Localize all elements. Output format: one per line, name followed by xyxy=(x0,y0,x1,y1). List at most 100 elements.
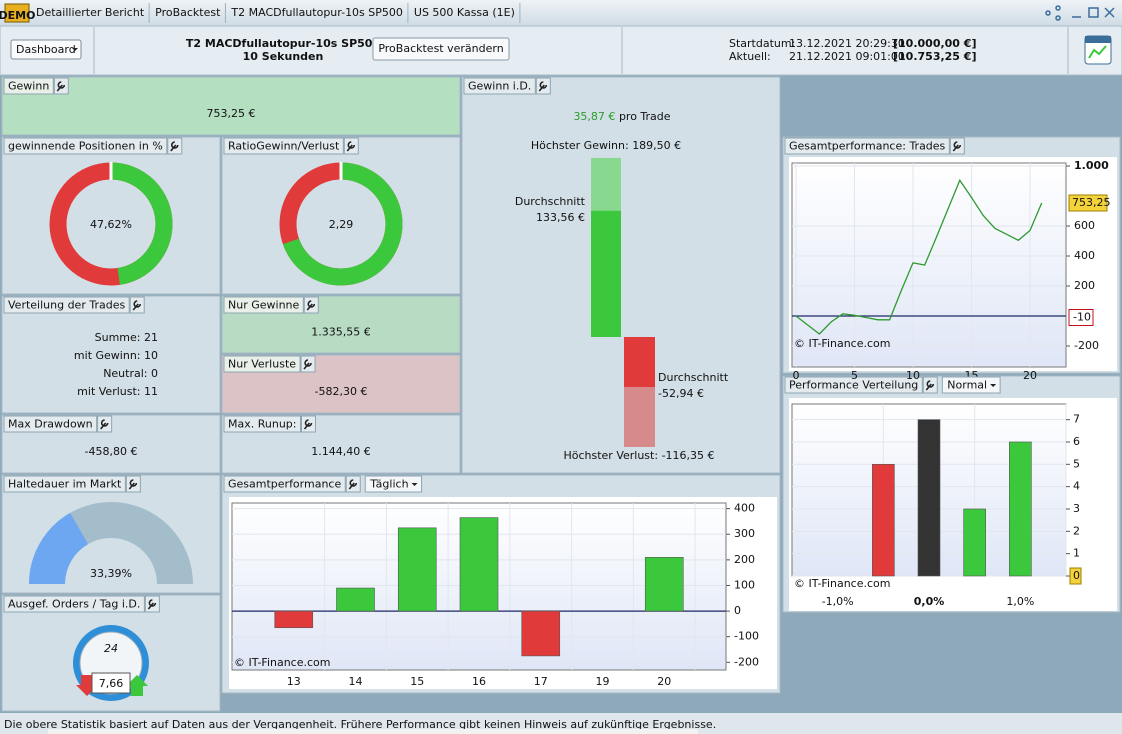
panel-value: -458,80 € xyxy=(85,445,138,458)
panel-title: Gesamtperformance: Trades xyxy=(789,140,946,153)
y-tick-label: 300 xyxy=(734,527,755,540)
x-tick-label: -1,0% xyxy=(822,595,854,608)
y-tick-label: 1 xyxy=(1073,547,1080,560)
panel-header xyxy=(223,475,346,493)
current-date: 21.12.2021 09:01:00 xyxy=(789,50,905,63)
bar-label-text: Höchster Gewinn: xyxy=(531,139,629,152)
wrench-icon xyxy=(348,479,358,490)
x-tick-label: 0 xyxy=(792,369,799,382)
bar-label: -52,94 € xyxy=(658,387,704,400)
y-tick-label: 2 xyxy=(1073,524,1080,537)
panel-header xyxy=(3,77,54,95)
tab[interactable]: Detaillierter Bericht xyxy=(36,6,145,19)
y-tick-label: 200 xyxy=(734,553,755,566)
y-tick-label: 0 xyxy=(734,604,741,617)
timeframe: 10 Sekunden xyxy=(243,50,324,63)
panel-title: Gewinn xyxy=(8,80,49,93)
panel-title: Gewinn i.D. xyxy=(468,80,531,93)
x-tick-label: 20 xyxy=(1023,369,1037,382)
y-tick-label: -100 xyxy=(734,630,759,643)
x-tick-label: 16 xyxy=(472,675,486,688)
y-tick-label: -200 xyxy=(1074,339,1099,352)
wrench-icon xyxy=(303,419,313,430)
bar-label: Höchster Verlust: -116,35 € xyxy=(563,449,714,462)
donut-label: 2,29 xyxy=(329,218,354,231)
y-tick-label: 400 xyxy=(1074,249,1095,262)
equity-line xyxy=(795,178,1043,335)
zero-box xyxy=(1069,567,1082,585)
base-value-box xyxy=(1068,309,1094,326)
last-value-box xyxy=(1068,194,1108,212)
bar xyxy=(624,337,655,388)
settings-icon[interactable] xyxy=(1084,35,1112,65)
bar xyxy=(872,464,895,577)
status-strip xyxy=(48,729,698,734)
current-label: Aktuell: xyxy=(729,50,771,63)
wrench-icon xyxy=(346,141,356,152)
panel-value: 753,25 € xyxy=(207,107,256,120)
bar xyxy=(521,610,561,657)
system-name: T2 MACDfullautopur-10s SP500 xyxy=(186,37,381,50)
dropdown-label[interactable]: Täglich xyxy=(369,478,408,491)
panel-header xyxy=(463,77,536,95)
panel-header xyxy=(3,595,145,613)
clock-value: 7,66 xyxy=(99,677,124,690)
panel-title: Verteilung der Trades xyxy=(8,299,125,312)
panel-header xyxy=(223,137,344,155)
x-tick-label: 1,0% xyxy=(1006,595,1034,608)
panel-header xyxy=(223,415,301,433)
copyright: © IT-Finance.com xyxy=(234,656,331,669)
tab[interactable]: ProBacktest xyxy=(155,6,221,19)
wrench-icon xyxy=(128,479,138,490)
dropdown[interactable] xyxy=(364,475,423,493)
panel-title: Max. Runup: xyxy=(228,418,297,431)
panel-header xyxy=(3,415,98,433)
panel-header xyxy=(784,376,923,394)
dropdown[interactable] xyxy=(941,376,1001,394)
footer-note: Die obere Statistik basiert auf Daten au… xyxy=(4,718,716,731)
wrench-icon xyxy=(100,419,109,430)
panel-title: Gesamtperformance xyxy=(228,478,341,491)
copyright: © IT-Finance.com xyxy=(794,337,891,350)
panel-header xyxy=(223,296,304,314)
wrench-icon xyxy=(952,141,962,152)
x-tick-label: 13 xyxy=(287,675,301,688)
wrench-icon xyxy=(56,81,66,92)
tab[interactable]: US 500 Kassa (1E) xyxy=(414,6,515,19)
panel-title: Nur Verluste xyxy=(228,358,296,371)
x-tick-label: 19 xyxy=(596,675,610,688)
bar-label-value: -116,35 € xyxy=(662,449,715,462)
tab[interactable]: T2 MACDfullautopur-10s SP500 xyxy=(230,6,402,19)
panel-title: Max Drawdown xyxy=(8,418,93,431)
bar xyxy=(591,210,621,337)
panel-title: gewinnende Positionen in % xyxy=(8,140,163,153)
y-tick-label: 1.000 xyxy=(1074,159,1109,172)
panel-title: RatioGewinn/Verlust xyxy=(228,140,340,153)
wrench-icon xyxy=(538,81,548,92)
distribution-line: mit Gewinn: 10 xyxy=(74,349,158,362)
x-tick-label: 17 xyxy=(534,675,548,688)
dashboard-select-label[interactable]: Dashboard xyxy=(16,43,76,56)
bar-label-value: 189,50 € xyxy=(632,139,681,152)
footer-bar xyxy=(0,713,1122,734)
logo-box xyxy=(4,3,30,23)
x-tick-label: 20 xyxy=(657,675,671,688)
x-tick-label: 15 xyxy=(410,675,424,688)
start-date: 13.12.2021 20:29:30 xyxy=(789,37,905,50)
bar-label: 133,56 € xyxy=(536,211,585,224)
bar xyxy=(336,587,375,612)
dropdown-label[interactable]: Normal xyxy=(947,379,987,392)
y-tick-label: 4 xyxy=(1073,480,1080,493)
dashboard-select[interactable] xyxy=(10,39,82,60)
y-tick-label: -200 xyxy=(734,655,759,668)
button[interactable] xyxy=(372,37,510,61)
bar xyxy=(1009,441,1032,577)
bar xyxy=(459,517,499,612)
base-value-label: -10 xyxy=(1073,311,1091,324)
y-tick-label: 6 xyxy=(1073,435,1080,448)
y-tick-label: 7 xyxy=(1073,413,1080,426)
bar-label: Durchschnitt xyxy=(515,195,586,208)
panel-value: 1.144,40 € xyxy=(311,445,370,458)
button-label[interactable]: ProBacktest verändern xyxy=(378,42,503,55)
bar xyxy=(963,508,986,577)
